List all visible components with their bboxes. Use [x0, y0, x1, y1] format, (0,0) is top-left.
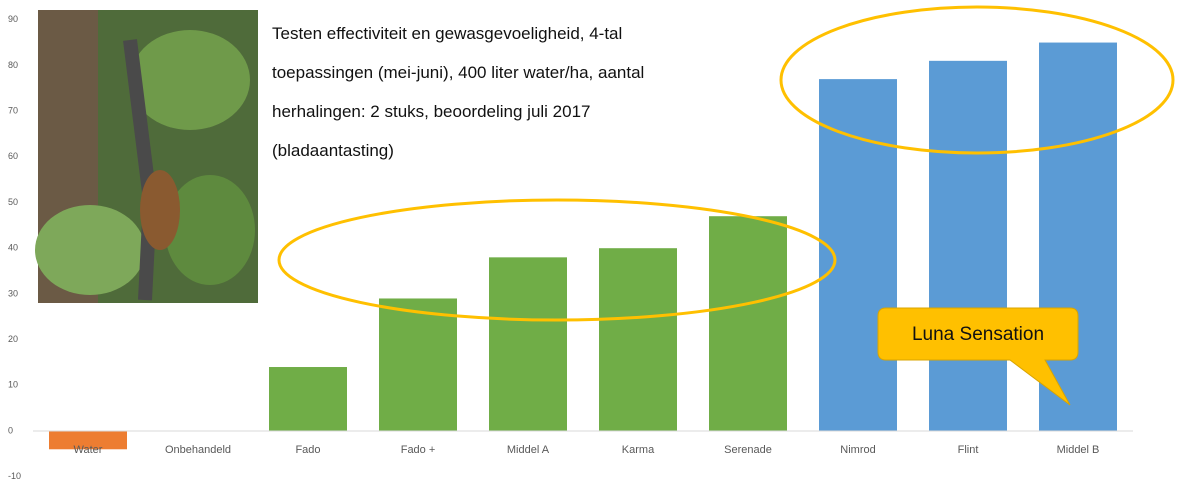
description-line: (bladaantasting)	[272, 131, 772, 170]
y-tick-label: 40	[8, 243, 18, 253]
bar	[709, 216, 787, 431]
x-tick-label: Middel A	[507, 444, 550, 456]
x-tick-label: Serenade	[724, 444, 772, 456]
bar	[929, 61, 1007, 431]
y-tick-label: 70	[8, 105, 18, 115]
y-tick-label: -10	[8, 471, 21, 479]
x-tick-label: Fado +	[401, 444, 436, 456]
y-tick-label: 60	[8, 151, 18, 161]
description-line: toepassingen (mei-juni), 400 liter water…	[272, 53, 772, 92]
x-tick-label: Flint	[958, 444, 979, 456]
y-tick-label: 10	[8, 380, 18, 390]
y-tick-label: 20	[8, 334, 18, 344]
bar	[379, 298, 457, 431]
y-tick-label: 30	[8, 288, 18, 298]
x-tick-label: Nimrod	[840, 444, 875, 456]
x-tick-label: Water	[74, 444, 103, 456]
bar	[819, 79, 897, 431]
bar	[599, 248, 677, 431]
bar	[269, 367, 347, 431]
y-tick-label: 0	[8, 425, 13, 435]
y-tick-label: 80	[8, 60, 18, 70]
description: Testen effectiviteit en gewasgevoelighei…	[272, 14, 772, 170]
x-tick-label: Fado	[295, 444, 320, 456]
description-line: Testen effectiviteit en gewasgevoelighei…	[272, 14, 772, 53]
y-tick-label: 90	[8, 14, 18, 24]
photo	[35, 10, 258, 303]
bar	[489, 257, 567, 431]
x-tick-label: Middel B	[1057, 444, 1100, 456]
description-line: herhalingen: 2 stuks, beoordeling juli 2…	[272, 92, 772, 131]
x-tick-label: Karma	[622, 444, 655, 456]
x-tick-label: Onbehandeld	[165, 444, 231, 456]
callout-text: Luna Sensation	[912, 324, 1044, 345]
page: -10 0 10 20 30 40 50 60 70 80 90 Water Onbehandeld Fa…	[0, 0, 1178, 479]
y-tick-label: 50	[8, 197, 18, 207]
